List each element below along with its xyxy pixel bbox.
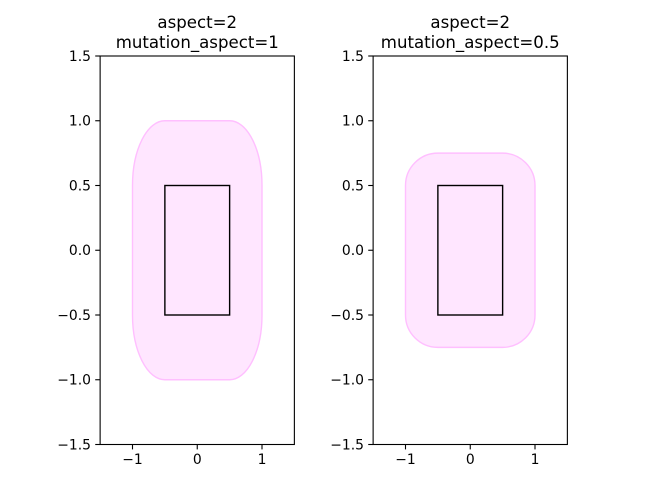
rectangle-patch: [437, 184, 504, 316]
y-tick-label: 1.5: [342, 49, 364, 65]
y-tick-label: 0.5: [342, 178, 364, 194]
x-tick-label: 1: [531, 452, 540, 468]
y-tick-label: −0.5: [330, 308, 364, 324]
subplot-left: −1 0 1 −1.5 −1.0 −0.5 0.0 0.5 1.0 1.5 aspect=2muta…: [57, 13, 295, 468]
y-tick-label: −1.0: [57, 373, 91, 389]
fancy-box-patch: [404, 152, 536, 349]
y-tick-label: −1.5: [330, 437, 364, 453]
subplot-title-line-1: aspect=2: [157, 13, 237, 32]
subplot-title-line-2: mutation_aspect=1: [116, 33, 279, 53]
y-tick-label: 0.0: [342, 243, 364, 259]
y-tick-label: 1.5: [69, 49, 91, 65]
x-tick-label: 1: [258, 452, 267, 468]
fancy-box-patch: [131, 120, 263, 381]
y-tick-label: 0.5: [69, 178, 91, 194]
x-tick-label: 0: [193, 452, 202, 468]
x-tick-label: 0: [466, 452, 475, 468]
subplot-title-line-2: mutation_aspect=0.5: [381, 33, 560, 53]
y-tick-label: −0.5: [57, 308, 91, 324]
subplot-right: −1 0 1 −1.5 −1.0 −0.5 0.0 0.5 1.0 1.5 aspect=2muta…: [330, 13, 568, 468]
x-tick-label: −1: [122, 452, 142, 468]
rectangle-patch: [164, 184, 231, 316]
y-tick-label: 0.0: [69, 243, 91, 259]
x-tick-label: −1: [395, 452, 415, 468]
y-tick-label: 1.0: [69, 114, 91, 130]
y-tick-label: 1.0: [342, 114, 364, 130]
y-tick-label: −1.5: [57, 437, 91, 453]
subplot-title-line-1: aspect=2: [430, 13, 510, 32]
y-tick-label: −1.0: [330, 373, 364, 389]
